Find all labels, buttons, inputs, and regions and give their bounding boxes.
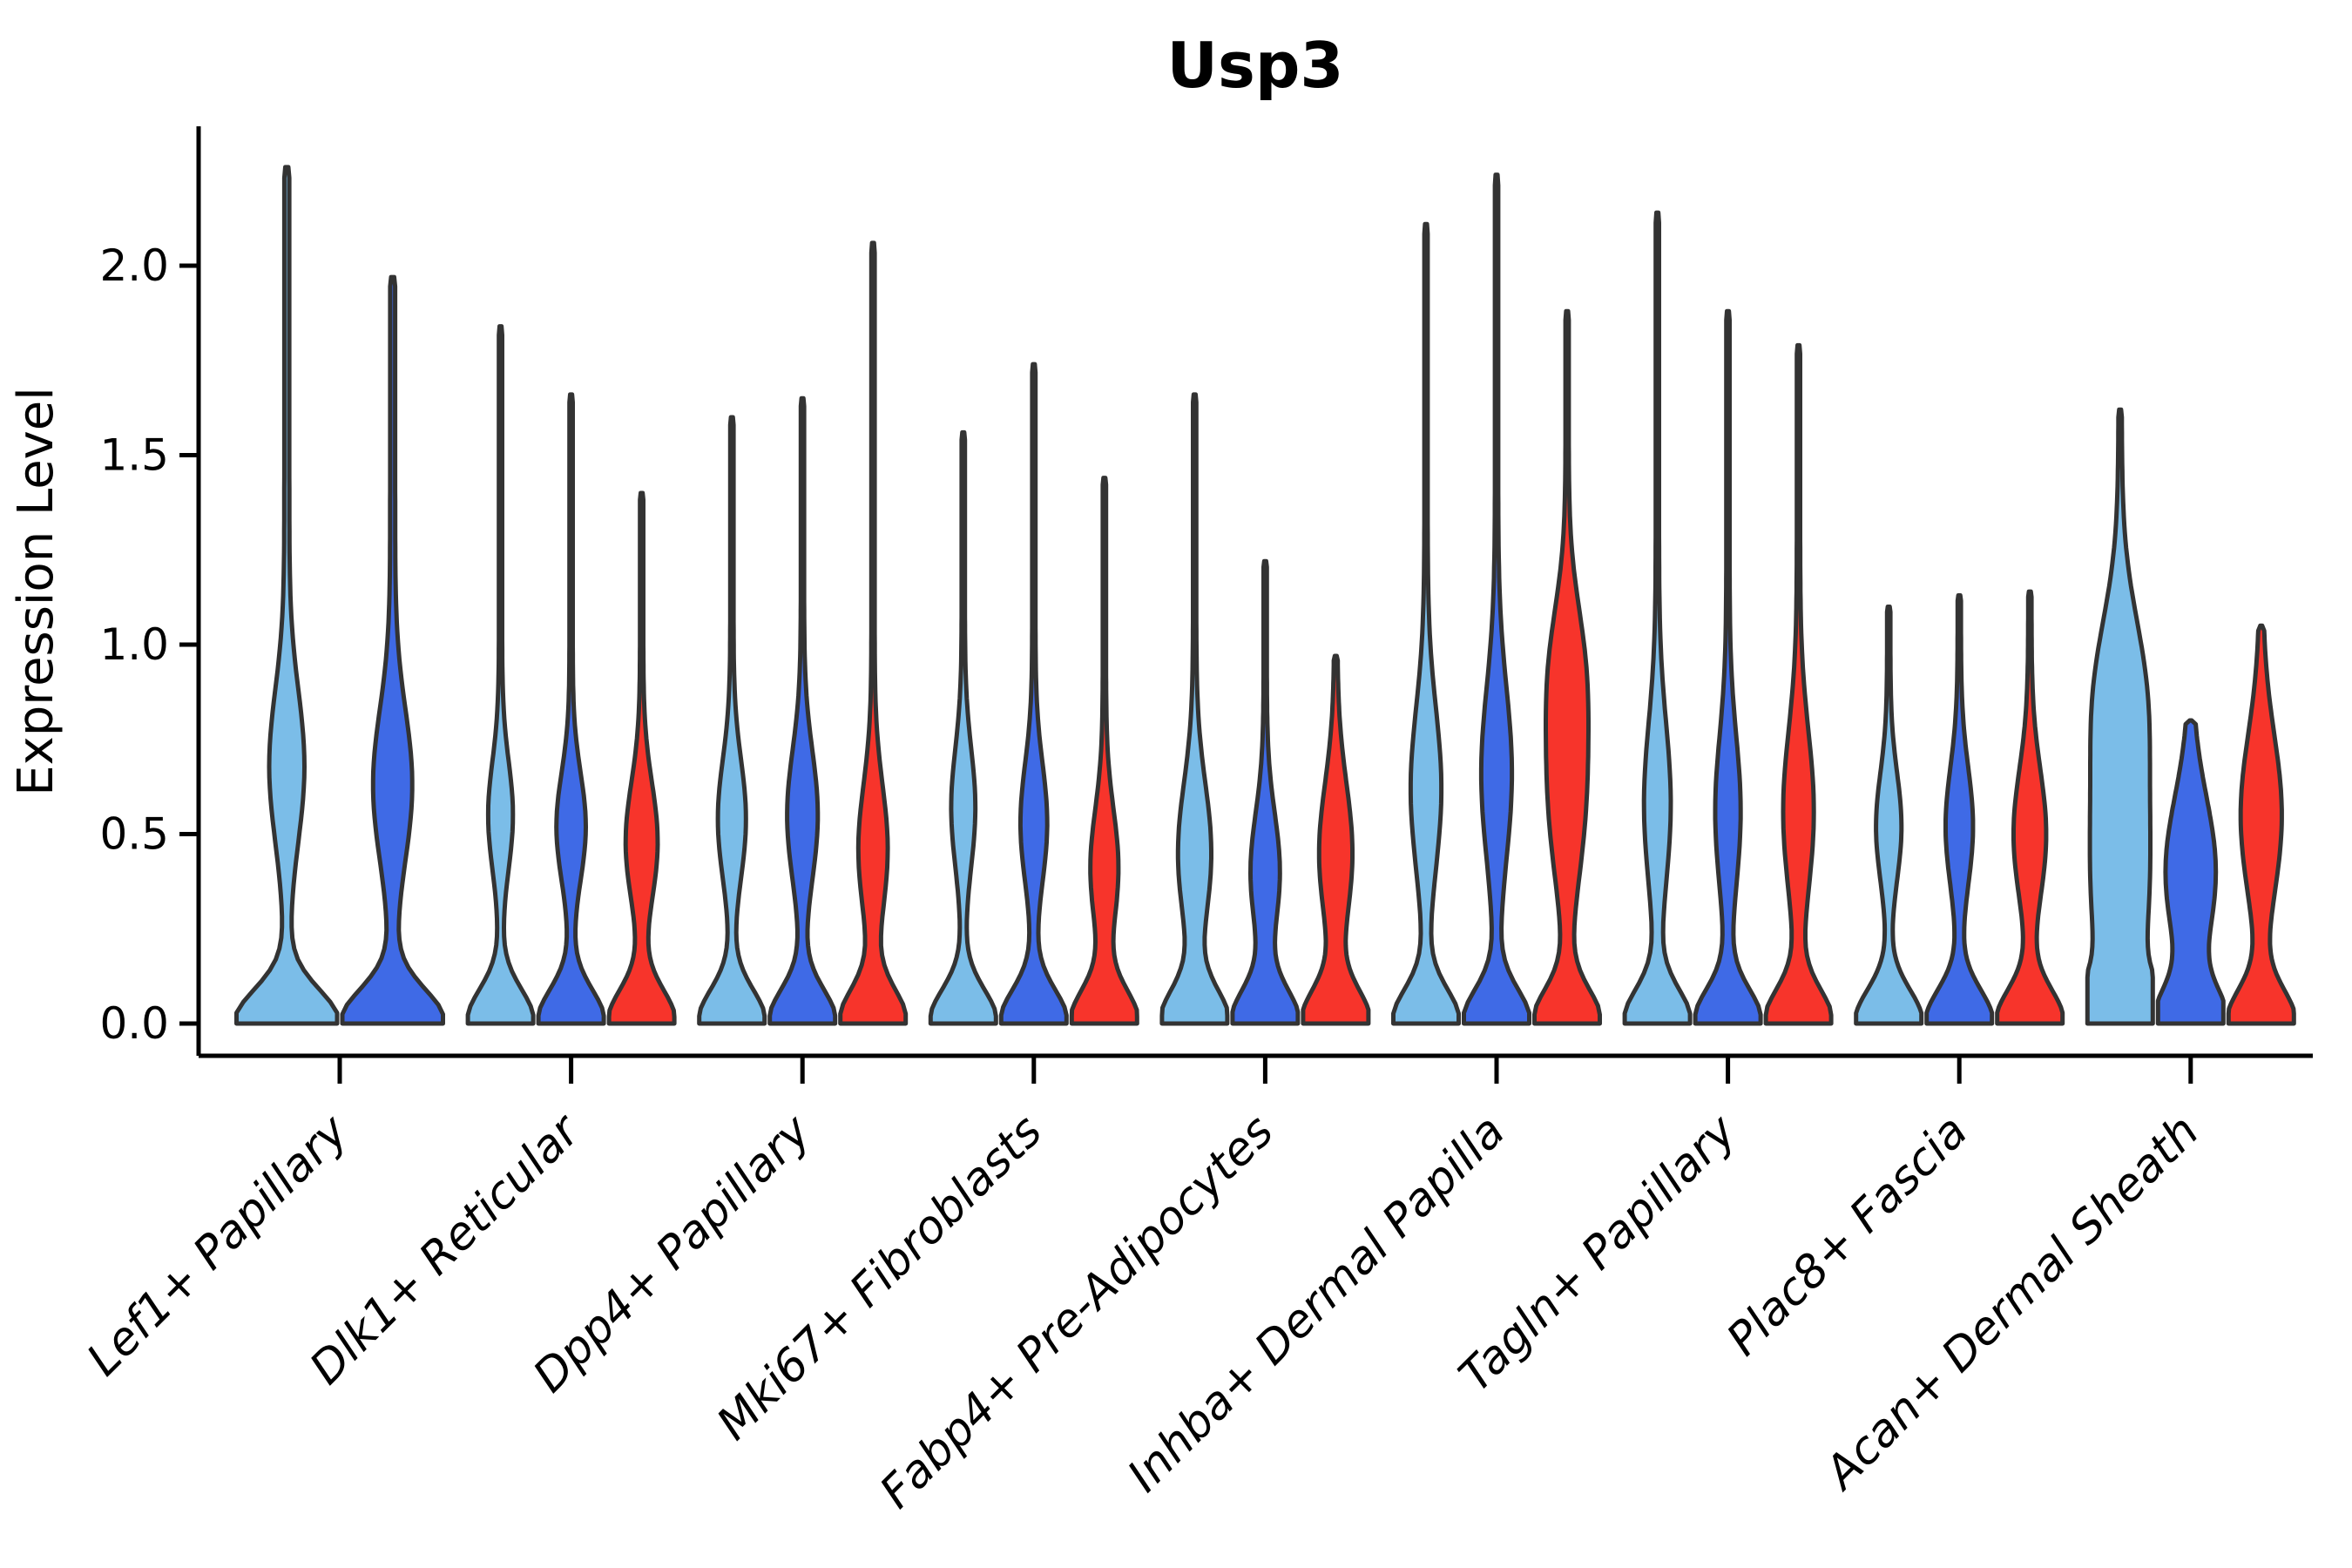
y-tick-label: 0.5 [99,809,169,860]
violin-group-5 [1159,392,1371,1026]
y-tick-label: 2.0 [99,240,169,291]
violin-hue_2 [1462,172,1531,1026]
x-tick-label-9: Acan+ Dermal Sheath [1814,1105,2209,1501]
x-tick-label-8: Plac8+ Fascia [1717,1105,1977,1366]
violin-hue_2 [767,395,838,1026]
violin-hue_3 [1301,653,1371,1026]
x-tick-label-6: Inhba+ Dermal Papilla [1118,1105,1515,1503]
violin-hue_1 [928,429,998,1026]
violin-group-8 [1854,589,2065,1026]
violin-hue_1 [1854,605,1924,1026]
violin-group-1 [234,165,445,1026]
y-tick-label: 0.0 [99,998,169,1049]
violins-layer [234,165,2296,1026]
violin-hue_1 [234,165,340,1026]
violin-hue_1 [465,324,536,1026]
violin-group-2 [465,324,677,1026]
violin-hue_3 [1069,476,1139,1026]
violin-hue_3 [1532,308,1602,1026]
violin-hue_2 [2155,718,2226,1026]
violin-hue_3 [606,490,677,1026]
violin-group-6 [1391,172,1602,1026]
violin-hue_2 [1924,593,1995,1026]
violin-group-7 [1622,210,1834,1026]
chart-title: Usp3 [1167,29,1344,102]
violin-hue_2 [998,362,1069,1026]
y-axis-label: Expression Level [8,387,64,796]
violin-hue_2 [536,392,606,1026]
violin-hue_1 [1159,392,1230,1026]
y-tick-label: 1.5 [99,430,169,481]
violin-group-9 [2085,407,2296,1026]
y-tick-label: 1.0 [99,619,169,670]
violin-hue_2 [1230,558,1301,1026]
violin-hue_1 [697,415,767,1026]
violin-hue_1 [1391,221,1461,1026]
violin-hue_2 [340,274,445,1026]
violin-hue_3 [838,240,909,1026]
x-tick-label-5: Fabp4+ Pre-Adipocytes [870,1105,1284,1519]
violin-hue_1 [1622,210,1693,1026]
violin-group-4 [928,362,1139,1026]
violin-hue_3 [1995,589,2065,1026]
violin-hue_3 [1763,342,1834,1026]
violin-hue_1 [2085,407,2155,1026]
violin-group-3 [697,240,909,1026]
violin-hue_3 [2226,623,2296,1026]
violin-hue_2 [1693,308,1763,1026]
